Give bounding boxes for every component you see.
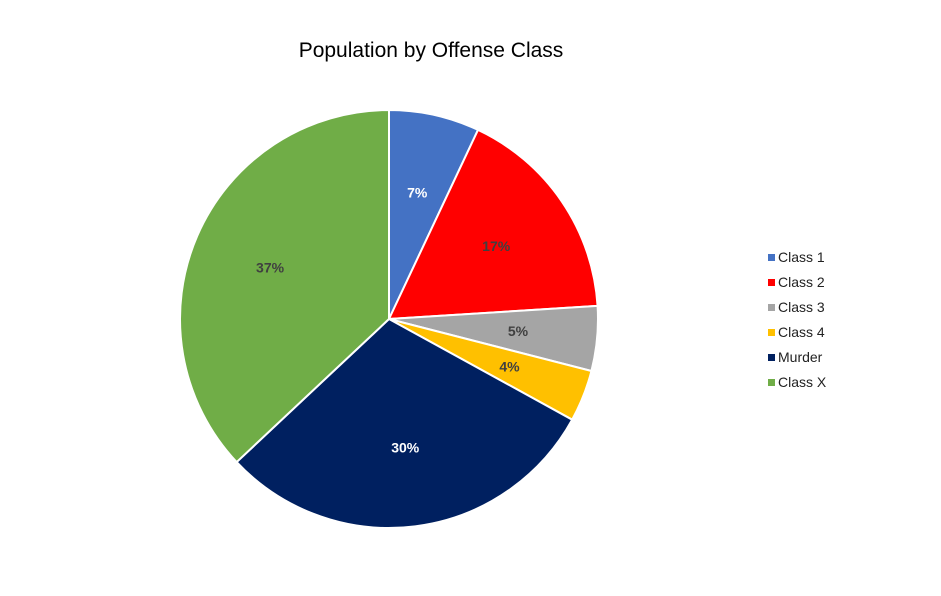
- pie-slice-class-x: [179, 109, 390, 464]
- pie-slice-murder: [235, 318, 574, 529]
- data-label-class-1: 7%: [407, 185, 428, 201]
- legend-swatch-murder: [768, 354, 775, 361]
- pie-slice-labels: 7% 17% 5% 4% 30% 37%: [256, 185, 529, 456]
- data-label-class-3: 5%: [508, 323, 529, 339]
- data-label-murder: 30%: [391, 440, 420, 456]
- pie-slices: [179, 109, 599, 529]
- legend-label-class-1: Class 1: [778, 249, 825, 265]
- legend-label-class-3: Class 3: [778, 299, 825, 315]
- data-label-class-4: 4%: [499, 359, 520, 375]
- legend-label-class-2: Class 2: [778, 274, 825, 290]
- legend-swatch-class-4: [768, 329, 775, 336]
- legend-label-class-x: Class X: [778, 374, 827, 390]
- legend-label-class-4: Class 4: [778, 324, 825, 340]
- legend-label-murder: Murder: [778, 349, 823, 365]
- legend-swatch-class-1: [768, 254, 775, 261]
- data-label-class-x: 37%: [256, 260, 285, 276]
- pie-slice-class-2: [388, 128, 599, 320]
- data-label-class-2: 17%: [482, 238, 511, 254]
- legend-swatch-class-x: [768, 379, 775, 386]
- legend: Class 1 Class 2 Class 3 Class 4 Murder Class …: [768, 249, 827, 390]
- chart-title: Population by Offense Class: [299, 39, 564, 62]
- legend-swatch-class-2: [768, 279, 775, 286]
- legend-swatch-class-3: [768, 304, 775, 311]
